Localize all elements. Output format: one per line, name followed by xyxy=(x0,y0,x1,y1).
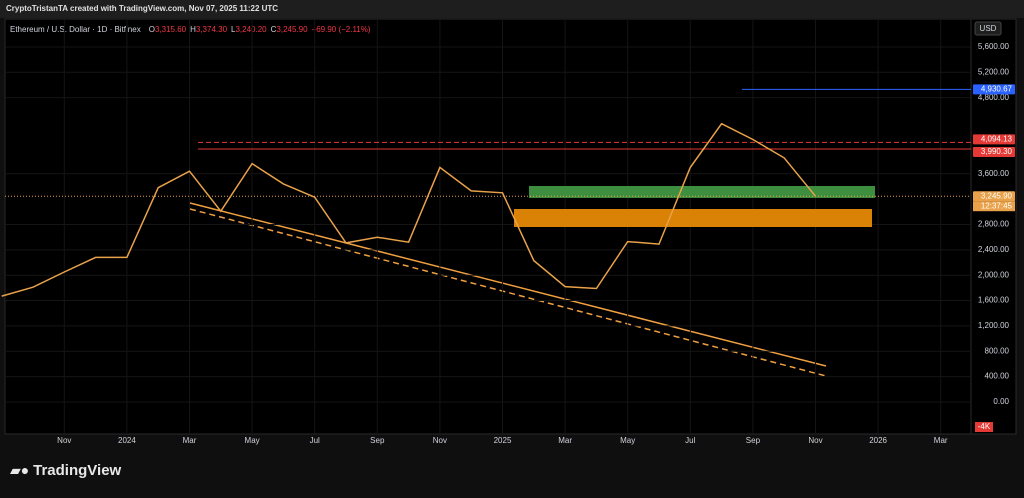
volume-label: -4K xyxy=(978,422,991,431)
ohlc-key: O xyxy=(149,25,155,34)
x-tick-label: Mar xyxy=(558,436,572,445)
watermark: CryptoTristanTA created with TradingView… xyxy=(6,4,278,13)
x-tick-label: Sep xyxy=(370,436,385,445)
y-tick-label: 400.00 xyxy=(985,372,1010,381)
x-tick-label: 2026 xyxy=(869,436,887,445)
volume-label-box xyxy=(975,422,993,432)
x-tick-label: Mar xyxy=(183,436,197,445)
x-tick-label: Nov xyxy=(57,436,71,445)
price-label-box xyxy=(973,84,1015,95)
y-tick-label: 1,600.00 xyxy=(978,296,1010,305)
price-label-box xyxy=(973,134,1015,145)
price-label: 4,930.67 xyxy=(981,84,1013,93)
ohlc-value: 3,374.30 xyxy=(196,25,228,34)
y-tick-label: 800.00 xyxy=(985,346,1010,355)
currency-box xyxy=(974,21,1002,36)
x-tick-label: Jul xyxy=(685,436,695,445)
y-tick-label: 3,600.00 xyxy=(978,169,1010,178)
ohlc-legend: Ethereum / U.S. Dollar · 1D · Bitfinex O3… xyxy=(10,25,371,34)
x-tick-label: Nov xyxy=(433,436,447,445)
y-tick-label: 4,800.00 xyxy=(978,93,1010,102)
y-tick-label: 2,000.00 xyxy=(978,270,1010,279)
price-label: 3,990.30 xyxy=(981,147,1013,156)
symbol: Ethereum / U.S. Dollar · 1D · Bitfinex xyxy=(10,25,141,34)
price-label: 3,245.90 xyxy=(981,191,1013,200)
countdown-box xyxy=(973,201,1015,212)
x-tick-label: Mar xyxy=(934,436,948,445)
y-tick-label: 2,800.00 xyxy=(978,220,1010,229)
x-tick-label: Jul xyxy=(310,436,320,445)
top-bar xyxy=(0,0,1024,18)
price-label-box xyxy=(973,147,1015,158)
zone xyxy=(514,209,872,228)
x-tick-label: Sep xyxy=(746,436,761,445)
y-tick-label: 5,200.00 xyxy=(978,67,1010,76)
y-tick-label: 5,600.00 xyxy=(978,42,1010,51)
x-tick-label: 2025 xyxy=(494,436,512,445)
change: −69.90 (−2.11%) xyxy=(312,25,371,34)
x-tick-label: 2024 xyxy=(118,436,136,445)
y-tick-label: 1,200.00 xyxy=(978,321,1010,330)
trendline xyxy=(189,202,827,367)
brand: ▰● TradingView xyxy=(10,462,122,479)
ohlc-value: 3,240.20 xyxy=(235,25,267,34)
x-tick-label: May xyxy=(245,436,260,445)
zone xyxy=(529,185,875,198)
ohlc-value: 3,315.60 xyxy=(155,25,187,34)
brand-name: TradingView xyxy=(33,462,121,479)
ohlc-key: H xyxy=(190,25,196,34)
ohlc-value: 3,245.90 xyxy=(276,25,308,34)
price-label-box xyxy=(973,191,1015,202)
x-tick-label: Nov xyxy=(808,436,822,445)
x-tick-label: May xyxy=(620,436,635,445)
currency: USD xyxy=(980,24,997,33)
y-tick-label: 0.00 xyxy=(993,397,1009,406)
brand-logo: ▰● xyxy=(10,462,33,478)
y-tick-label: 2,400.00 xyxy=(978,245,1010,254)
countdown: 12:37:45 xyxy=(981,201,1013,210)
ohlc-key: C xyxy=(271,25,277,34)
price-line-series xyxy=(1,122,817,297)
ohlc-key: L xyxy=(231,25,236,34)
price-label: 4,094.13 xyxy=(981,135,1013,144)
